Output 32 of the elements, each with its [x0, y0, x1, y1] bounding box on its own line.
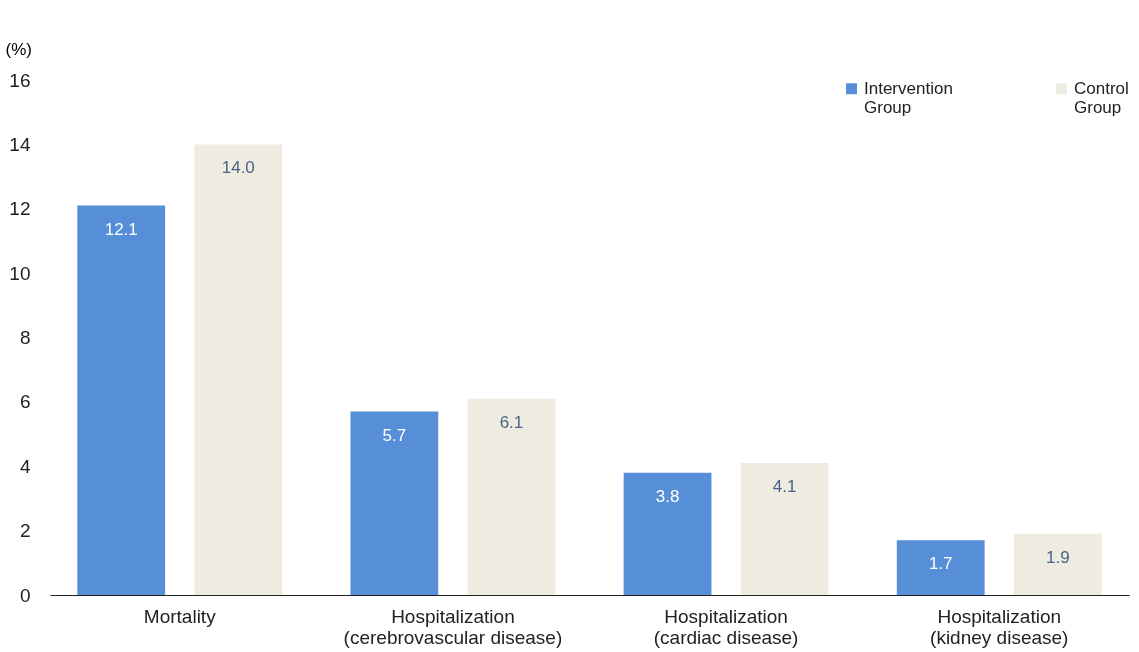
y-tick-label: 14 [9, 133, 31, 155]
data-label: 4.1 [772, 477, 797, 497]
data-label: 1.9 [1045, 547, 1070, 567]
data-label: 12.1 [104, 219, 138, 239]
legend-label: Control Group [1074, 78, 1129, 117]
x-tick-label: Hospitalization (kidney disease) [930, 605, 1069, 648]
bar [623, 472, 712, 595]
bar [740, 463, 829, 595]
x-tick-label: Mortality [143, 605, 217, 627]
data-label: 5.7 [382, 425, 407, 445]
data-label: 14.0 [221, 158, 255, 178]
bar [1013, 533, 1102, 595]
y-tick-label: 2 [19, 520, 31, 542]
y-tick-label: 12 [9, 198, 31, 220]
x-tick-label: Hospitalization (cardiac disease) [653, 605, 799, 648]
bar [350, 411, 439, 595]
x-tick-label: Hospitalization (cerebrovascular disease) [343, 605, 563, 648]
bar [467, 398, 556, 595]
legend-label: Intervention Group [864, 78, 953, 117]
y-tick-label: 10 [9, 262, 31, 284]
bar [194, 144, 283, 595]
bar [77, 205, 166, 595]
y-tick-label: 4 [19, 455, 31, 477]
data-label: 1.7 [928, 554, 953, 574]
y-tick-label: 16 [9, 69, 31, 91]
data-label: 6.1 [499, 412, 524, 432]
bar [896, 540, 985, 595]
y-tick-label: 0 [19, 584, 31, 606]
data-label: 3.8 [655, 486, 680, 506]
y-axis-title: (%) [5, 39, 32, 59]
y-tick-label: 6 [19, 391, 31, 413]
y-tick-label: 8 [19, 327, 31, 348]
